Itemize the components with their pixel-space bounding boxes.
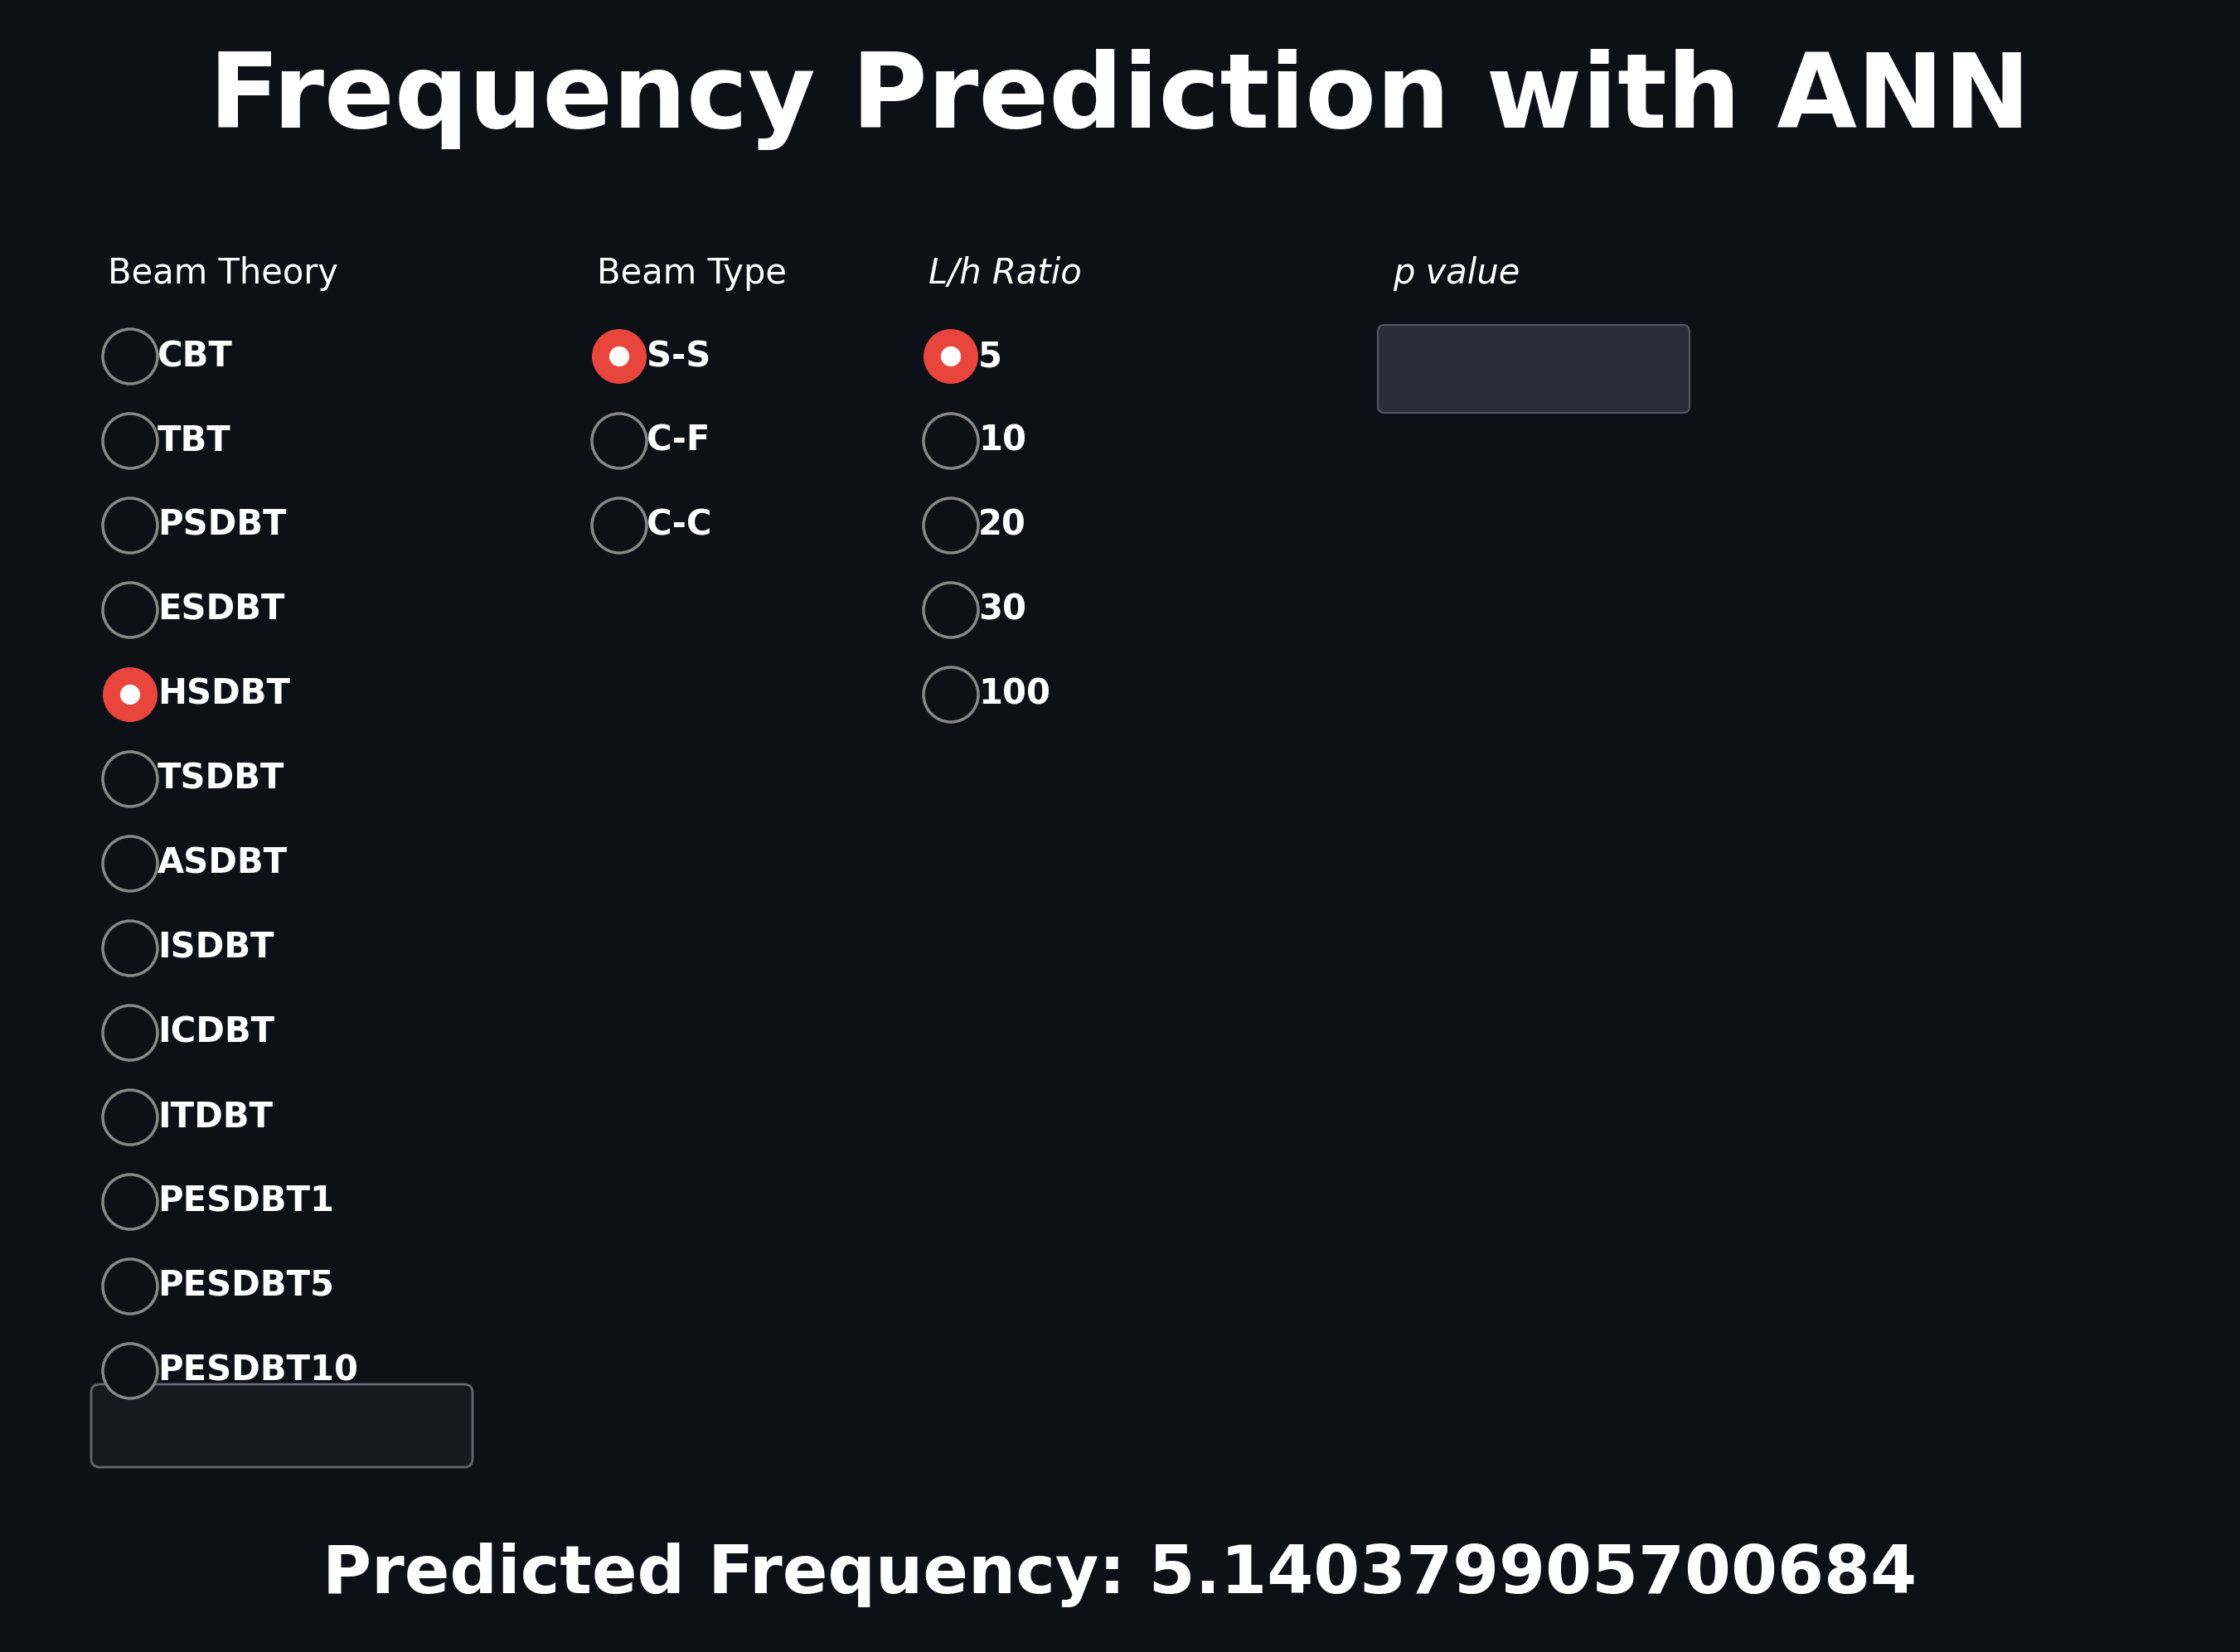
Circle shape <box>103 667 157 722</box>
Circle shape <box>103 499 157 553</box>
Text: ASDBT: ASDBT <box>157 846 287 881</box>
Text: p value: p value <box>1393 256 1521 291</box>
Circle shape <box>121 684 141 705</box>
Text: ESDBT: ESDBT <box>157 593 284 628</box>
Text: L/h Ratio: L/h Ratio <box>930 256 1082 291</box>
Text: 100: 100 <box>979 677 1051 712</box>
Circle shape <box>941 347 961 367</box>
Circle shape <box>103 1343 157 1398</box>
Text: ICDBT: ICDBT <box>157 1016 276 1051</box>
Text: Predict Frequency: Predict Frequency <box>105 1408 459 1444</box>
Text: PESDBT5: PESDBT5 <box>157 1269 334 1303</box>
FancyBboxPatch shape <box>1378 325 1689 413</box>
Text: Beam Theory: Beam Theory <box>108 256 338 291</box>
Text: PESDBT10: PESDBT10 <box>157 1353 358 1388</box>
Text: C-F: C-F <box>647 423 710 458</box>
Circle shape <box>609 347 629 367</box>
Text: 5: 5 <box>979 339 1001 373</box>
Circle shape <box>103 583 157 638</box>
Text: Frequency Prediction with ANN: Frequency Prediction with ANN <box>208 50 2032 150</box>
Circle shape <box>103 752 157 806</box>
Circle shape <box>103 1090 157 1145</box>
Text: S-S: S-S <box>647 339 710 373</box>
Circle shape <box>923 583 979 638</box>
Circle shape <box>923 413 979 468</box>
Text: ITDBT: ITDBT <box>157 1100 273 1135</box>
Circle shape <box>923 667 979 722</box>
Text: Beam Type: Beam Type <box>596 256 786 291</box>
Circle shape <box>103 1175 157 1229</box>
Text: TBT: TBT <box>157 423 231 458</box>
Circle shape <box>591 329 647 383</box>
Text: TSDBT: TSDBT <box>157 762 284 796</box>
Text: PSDBT: PSDBT <box>157 509 287 544</box>
Circle shape <box>103 413 157 468</box>
Text: 20: 20 <box>979 509 1026 544</box>
Text: 0.00: 0.00 <box>1409 352 1485 387</box>
Circle shape <box>591 413 647 468</box>
Text: 30: 30 <box>979 593 1026 628</box>
Circle shape <box>103 1259 157 1313</box>
Circle shape <box>103 920 157 976</box>
Circle shape <box>103 329 157 383</box>
Text: CBT: CBT <box>157 339 233 373</box>
Circle shape <box>591 499 647 553</box>
Circle shape <box>923 499 979 553</box>
Text: PESDBT1: PESDBT1 <box>157 1184 334 1219</box>
Text: C-C: C-C <box>647 509 712 544</box>
FancyBboxPatch shape <box>92 1384 473 1467</box>
Text: 10: 10 <box>979 423 1026 458</box>
Text: ISDBT: ISDBT <box>157 930 273 966</box>
Circle shape <box>923 329 979 383</box>
Text: HSDBT: HSDBT <box>157 677 289 712</box>
Text: Predicted Frequency: 5.140379905700684: Predicted Frequency: 5.140379905700684 <box>323 1543 1917 1607</box>
Circle shape <box>103 836 157 890</box>
Circle shape <box>103 1006 157 1061</box>
